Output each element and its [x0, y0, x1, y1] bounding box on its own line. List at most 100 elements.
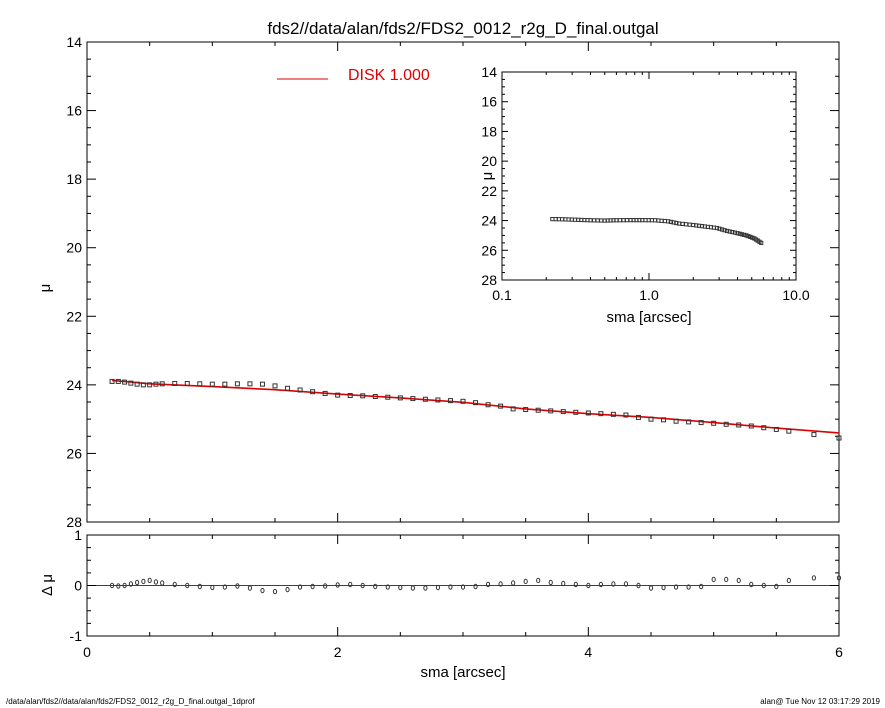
residual-data-point [836, 575, 842, 581]
main-data-point [310, 389, 316, 395]
main-data-point [573, 409, 579, 415]
residual-data-point [699, 583, 704, 590]
main-data-point [285, 385, 291, 391]
residual-data-point [398, 584, 403, 591]
main-data-point [172, 380, 178, 386]
main-y-tick-label: 16 [66, 103, 82, 119]
main-data-point [585, 410, 591, 416]
residual-data-point [711, 576, 716, 583]
residual-x-tick-label: 4 [584, 644, 592, 660]
inset-ticks: 14 16 18 20 22 24 26 280.1 1.0 10.0 [481, 64, 809, 303]
main-data-point [723, 421, 729, 427]
inset-data-points [550, 216, 764, 245]
main-data-point [422, 396, 428, 402]
main-data-point [510, 406, 516, 412]
main-data-point [184, 380, 190, 386]
inset-y-tick-label: 18 [481, 123, 497, 139]
residual-data-point [197, 583, 202, 590]
main-data-point [485, 402, 491, 408]
main-data-point [335, 392, 341, 398]
main-data-point [153, 381, 159, 387]
residual-data-point [128, 581, 133, 587]
residual-data-point [774, 583, 779, 590]
inset-data-point [742, 232, 747, 237]
residual-data-point [323, 583, 328, 589]
main-data-point [736, 422, 742, 428]
residual-data-point [235, 583, 240, 589]
main-data-point [259, 381, 265, 387]
inset-data-point [725, 228, 730, 234]
legend-label: DISK 1.000 [348, 67, 430, 84]
main-data-point [786, 428, 792, 434]
main-panel: 14 16 18 20 22 24 26 28 μ DISK 1.000 [37, 34, 842, 530]
inset-x-tick-label: 0.1 [492, 287, 512, 303]
residual-data-point [761, 582, 766, 589]
inset-data-point [759, 240, 764, 245]
main-y-tick-label: 14 [66, 34, 82, 50]
residual-data-point [460, 584, 466, 590]
main-data-point [197, 381, 203, 387]
main-data-point [648, 416, 654, 422]
main-data-point [447, 398, 453, 404]
inset-data-point [735, 231, 740, 236]
main-data-point [435, 397, 441, 403]
residual-data-point [611, 581, 616, 587]
residual-y-axis-label: Δ μ [39, 574, 56, 596]
residual-data-point [185, 582, 190, 589]
main-data-point [397, 395, 403, 401]
main-data-point [109, 378, 115, 384]
inset-data-point [732, 230, 738, 235]
main-data-point [159, 381, 165, 387]
main-data-point [686, 419, 692, 425]
inset-y-tick-label: 16 [481, 94, 497, 110]
main-y-tick-label: 24 [66, 377, 82, 393]
chart-title: fds2//data/alan/fds2/FDS2_0012_r2g_D_fin… [267, 19, 658, 38]
inset-data-point [737, 231, 742, 236]
main-ticks: 14 16 18 20 22 24 26 28 [66, 34, 840, 530]
residual-data-point [536, 577, 541, 584]
main-data-point [360, 393, 366, 399]
main-data-point [673, 418, 679, 424]
residual-data-point [160, 580, 165, 586]
inset-y-tick-label: 26 [481, 242, 497, 258]
residual-data-point [724, 576, 729, 583]
inset-y-tick-label: 28 [481, 272, 497, 288]
main-data-point [128, 380, 134, 386]
main-data-point [498, 403, 504, 409]
residual-data-point [561, 580, 566, 587]
main-data-point [347, 392, 353, 398]
residual-data-point [623, 581, 629, 587]
residual-data-point [573, 581, 578, 588]
residual-data-point [661, 584, 666, 591]
main-data-point [523, 407, 529, 413]
residual-data-point [373, 583, 378, 590]
main-y-axis-label: μ [37, 284, 54, 293]
main-data-point [773, 426, 779, 432]
residual-data-points [109, 575, 842, 595]
residual-data-point [222, 584, 227, 590]
inset-y-tick-label: 14 [481, 64, 497, 80]
residual-data-point [423, 585, 428, 591]
inset-data-point [719, 227, 725, 232]
residual-data-point [116, 583, 121, 589]
main-data-point [140, 382, 146, 388]
inset-data-point [714, 225, 720, 231]
main-data-point [209, 381, 215, 387]
inset-x-axis-label: sma [arcsec] [606, 309, 691, 326]
inset-data-point [739, 232, 745, 237]
residual-data-point [473, 583, 478, 590]
residual-data-point [109, 582, 115, 589]
main-data-point [122, 379, 128, 385]
residual-y-tick-label: 0 [74, 578, 82, 594]
residual-data-point [686, 584, 691, 590]
inset-data-point [722, 228, 727, 233]
main-data-point [811, 432, 817, 438]
inset-x-tick-label: 10.0 [782, 287, 809, 303]
residual-data-point [122, 582, 127, 589]
main-data-point [761, 425, 767, 431]
main-data-point [460, 398, 466, 404]
main-data-point [598, 411, 604, 417]
inset-data-point [730, 229, 735, 235]
residual-data-point [348, 581, 353, 588]
